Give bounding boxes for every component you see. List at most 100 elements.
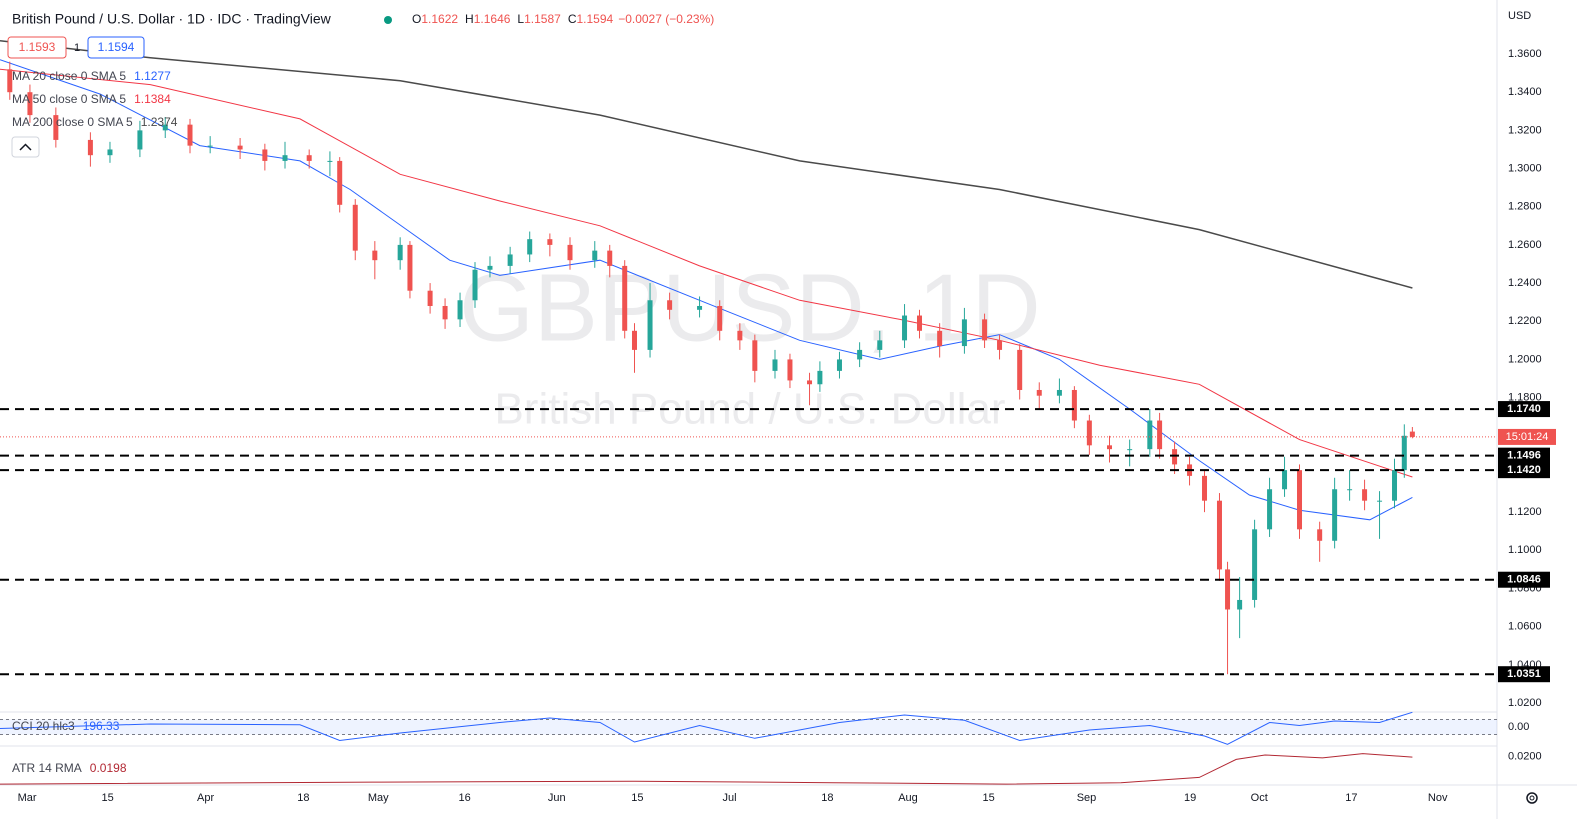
candle-body bbox=[647, 300, 653, 350]
candle-body bbox=[337, 160, 343, 205]
candle-body bbox=[917, 315, 923, 331]
y-tick-label: 1.2800 bbox=[1508, 201, 1542, 213]
ma-value: 1.2374 bbox=[141, 115, 178, 129]
moving-average bbox=[0, 68, 1413, 478]
ma-legend: MA 50 close 0 SMA 5 1.1384 bbox=[12, 92, 171, 106]
candle-body bbox=[527, 239, 533, 255]
candle-body bbox=[1157, 420, 1163, 450]
level-label-box bbox=[1498, 447, 1550, 464]
x-tick-label: 18 bbox=[821, 792, 833, 804]
candle-body bbox=[1317, 529, 1323, 541]
candle-body bbox=[937, 330, 943, 347]
currency[interactable]: USD bbox=[1508, 10, 1531, 22]
candle-body bbox=[807, 380, 813, 385]
candle-body bbox=[1202, 475, 1208, 501]
candle-body bbox=[352, 204, 358, 251]
candle-body bbox=[442, 305, 448, 320]
candle-body bbox=[1056, 389, 1062, 396]
candle-body bbox=[1086, 420, 1092, 446]
candle-body bbox=[372, 250, 378, 261]
ma-value: 1.1277 bbox=[134, 69, 171, 83]
x-tick-label: Sep bbox=[1077, 792, 1097, 804]
ohlc-value: 1.1622 bbox=[421, 12, 458, 26]
candle-body bbox=[877, 340, 883, 350]
indicator-tick-label: 0.0200 bbox=[1508, 750, 1542, 762]
indicator-legend: ATR 14 RMA 0.0198 bbox=[12, 761, 127, 775]
candle-body bbox=[427, 290, 433, 306]
y-tick-label: 1.0200 bbox=[1508, 697, 1542, 709]
indicator-line bbox=[0, 753, 1413, 785]
candle-body bbox=[982, 319, 988, 341]
candle-body bbox=[1216, 500, 1222, 570]
candle-body bbox=[162, 124, 168, 131]
ma-legend: MA 20 close 0 SMA 5 1.1277 bbox=[12, 69, 171, 83]
countdown: 15:01:24 bbox=[1506, 431, 1549, 443]
ohlc-value: 1.1646 bbox=[474, 12, 511, 26]
x-tick-label: 18 bbox=[297, 792, 309, 804]
ma-name: MA 20 close 0 SMA 5 bbox=[12, 69, 126, 83]
candle-body bbox=[547, 239, 553, 245]
y-tick-label: 1.2400 bbox=[1508, 277, 1542, 289]
y-tick-label: 1.1000 bbox=[1508, 544, 1542, 556]
candle-body bbox=[457, 300, 463, 320]
y-tick-label: 1.1200 bbox=[1508, 506, 1542, 518]
candle-body bbox=[592, 250, 598, 261]
ask-box[interactable] bbox=[87, 36, 145, 59]
collapse-icon bbox=[19, 143, 32, 151]
candle-body bbox=[961, 319, 967, 347]
candle-body bbox=[836, 359, 842, 371]
candle-body bbox=[237, 145, 243, 150]
ohlc-value: 1.1587 bbox=[524, 12, 561, 26]
y-tick-label: 1.2000 bbox=[1508, 353, 1542, 365]
collapse-button[interactable] bbox=[11, 136, 40, 158]
ohlc-label: O bbox=[412, 12, 421, 26]
candle-body bbox=[567, 244, 573, 261]
candle-body bbox=[817, 370, 823, 385]
candle-body bbox=[1377, 500, 1383, 502]
candle-body bbox=[27, 92, 33, 116]
ask: 1.1594 bbox=[98, 40, 135, 54]
x-tick-label: May bbox=[368, 792, 389, 804]
candle-body bbox=[487, 265, 493, 270]
y-tick-label: 1.2200 bbox=[1508, 315, 1542, 327]
candle-body bbox=[1036, 389, 1042, 396]
ma-legend: MA 200 close 0 SMA 5 1.2374 bbox=[12, 115, 178, 129]
candle-body bbox=[737, 330, 743, 341]
x-tick-label: Apr bbox=[197, 792, 214, 804]
level-label: 1.0846 bbox=[1507, 574, 1541, 586]
bid-box[interactable] bbox=[7, 36, 67, 59]
x-tick-label: 16 bbox=[459, 792, 471, 804]
candle-body bbox=[327, 160, 333, 162]
candle-body bbox=[667, 300, 673, 310]
ohlc-label: C bbox=[568, 12, 577, 26]
y-tick-label: 1.3200 bbox=[1508, 124, 1542, 136]
ma-name: MA 50 close 0 SMA 5 bbox=[12, 92, 126, 106]
candle-body bbox=[1409, 431, 1415, 437]
indicator-line bbox=[0, 711, 1413, 745]
level-label-box bbox=[1498, 462, 1550, 479]
candle-body bbox=[306, 155, 312, 161]
ma-value: 1.1384 bbox=[134, 92, 171, 106]
candle-body bbox=[997, 340, 1003, 350]
settings-icon[interactable] bbox=[1526, 792, 1538, 804]
candle-body bbox=[902, 315, 908, 341]
candle-body bbox=[1017, 349, 1023, 390]
indicator-legend: CCI 20 hlc3 196.33 bbox=[12, 719, 120, 733]
x-tick-label: 15 bbox=[631, 792, 643, 804]
candle-body bbox=[262, 149, 268, 161]
candle-body bbox=[752, 340, 758, 371]
y-tick-label: 1.3400 bbox=[1508, 86, 1542, 98]
candle-body bbox=[1392, 470, 1398, 501]
candle-body bbox=[1127, 449, 1133, 451]
level-label-box bbox=[1498, 571, 1550, 588]
candle-body bbox=[407, 244, 413, 291]
ohlc: O1.1622 H1.1646 L1.1587 C1.1594 −0.0027 (−0.… bbox=[412, 12, 714, 26]
candle-body bbox=[137, 130, 143, 150]
x-tick-label: Jun bbox=[548, 792, 566, 804]
candle-body bbox=[187, 124, 193, 146]
candle-body bbox=[1147, 420, 1153, 450]
ma-name: MA 200 close 0 SMA 5 bbox=[12, 115, 133, 129]
spread: 1 bbox=[74, 42, 80, 54]
level-label: 1.0351 bbox=[1507, 668, 1541, 680]
indicator-name: CCI 20 hlc3 bbox=[12, 719, 75, 733]
